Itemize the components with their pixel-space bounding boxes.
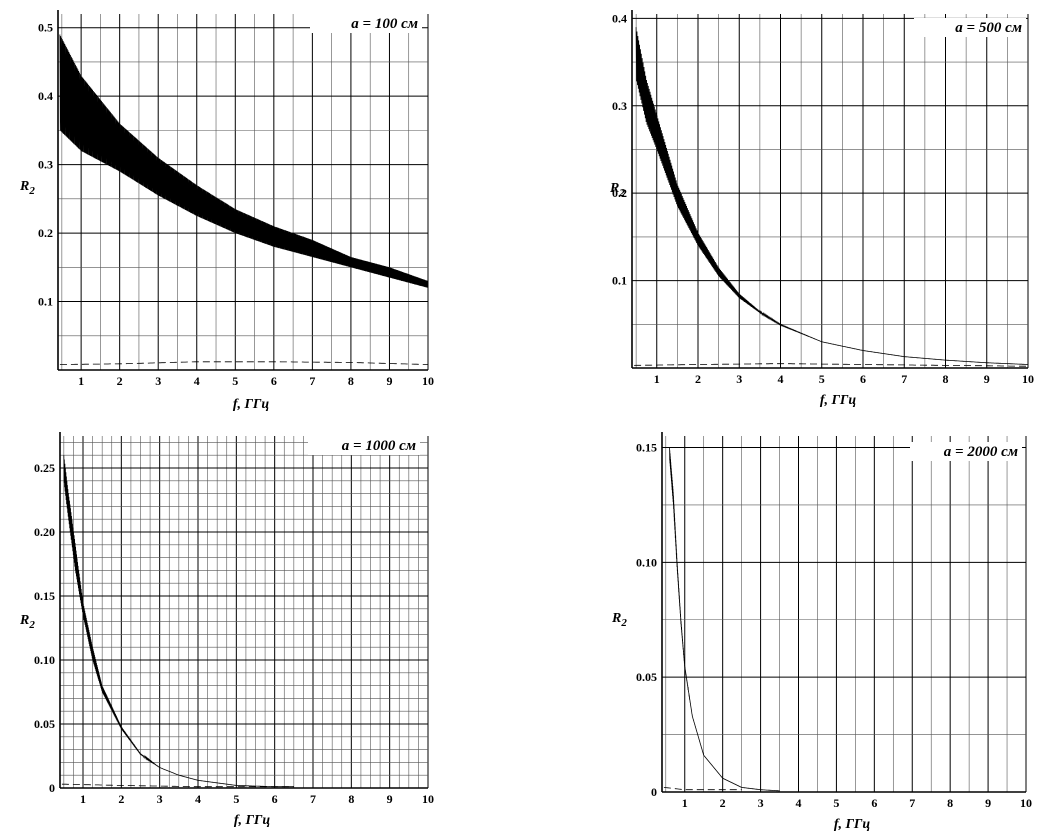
x-tick-label: 5	[233, 792, 239, 806]
series-dashed-line	[634, 363, 1029, 367]
x-tick-label: 9	[387, 792, 393, 806]
x-tick-label: 7	[901, 372, 907, 386]
y-tick-label: 0.20	[34, 525, 55, 539]
series-dashed-line	[61, 783, 294, 788]
y-tick-label: 0.1	[612, 274, 627, 288]
y-tick-label: 0.05	[34, 717, 55, 731]
grid	[632, 14, 1029, 369]
x-axis-label: f, ГГц	[234, 813, 271, 828]
x-axis-label: f, ГГц	[834, 817, 871, 832]
chart-panel-2: 1 2 3 4 5 6 7 8 9 10 0.1 0.2 0.3 0.4 a = 500 см R2 f, ГГ…	[609, 10, 1034, 408]
grid	[60, 436, 429, 789]
y-tick-label: 0.15	[636, 440, 657, 454]
x-tick-label: 3	[736, 372, 742, 386]
x-tick-label: 6	[860, 372, 866, 386]
x-tick-label: 9	[984, 372, 990, 386]
y-tick-label: 0.2	[38, 226, 53, 240]
y-axis-label: R2	[19, 613, 35, 631]
x-tick-label: 7	[310, 792, 316, 806]
y-tick-label: 0.5	[38, 21, 53, 35]
annotation-background	[914, 18, 1026, 37]
x-tick-label: 4	[778, 372, 784, 386]
series-solid-line	[669, 447, 780, 792]
y-tick-label: 0.10	[636, 555, 657, 569]
x-tick-label: 8	[947, 796, 953, 810]
x-tick-label: 5	[819, 372, 825, 386]
x-tick-label: 3	[155, 374, 161, 388]
y-tick-label: 0.4	[612, 11, 627, 25]
y-tick-label: 0.15	[34, 589, 55, 603]
grid	[662, 436, 1027, 793]
y-tick-label: 0	[49, 781, 55, 795]
x-tick-label: 6	[871, 796, 877, 810]
y-tick-label: 0.10	[34, 653, 55, 667]
x-tick-label: 6	[272, 792, 278, 806]
series-dashed-line	[59, 361, 428, 365]
y-tick-label: 0.3	[38, 158, 53, 172]
x-tick-label: 2	[695, 372, 701, 386]
y-tick-label: 0.3	[612, 99, 627, 113]
x-tick-label: 2	[117, 374, 123, 388]
x-tick-label: 10	[1022, 372, 1034, 386]
x-tick-label: 4	[194, 374, 200, 388]
x-tick-label: 3	[157, 792, 163, 806]
x-tick-label: 8	[943, 372, 949, 386]
y-tick-label: 0.25	[34, 461, 55, 475]
x-tick-label: 3	[758, 796, 764, 810]
annotation-label: a = 2000 см	[944, 444, 1018, 460]
x-tick-label: 6	[271, 374, 277, 388]
chart-panel-3: 1 2 3 4 5 6 7 8 9 10 0 0.05 0.10 0.15 0.20 0.25 a = 1000…	[19, 432, 434, 828]
annotation-label: a = 500 см	[955, 20, 1022, 36]
x-tick-label: 8	[348, 792, 354, 806]
y-axis-label: R2	[19, 179, 35, 197]
annotation-label: a = 100 см	[351, 16, 418, 32]
series-dashed-line	[663, 787, 742, 791]
annotation-background	[310, 14, 422, 33]
y-tick-label: 0.1	[38, 295, 53, 309]
x-tick-label: 9	[386, 374, 392, 388]
y-tick-label: 0.4	[38, 89, 53, 103]
annotation-background	[308, 436, 420, 455]
x-axis-label: f, ГГц	[820, 393, 857, 408]
x-tick-label: 9	[985, 796, 991, 810]
x-tick-label: 10	[422, 374, 434, 388]
y-axis-label: R2	[609, 181, 625, 199]
x-tick-label: 2	[118, 792, 124, 806]
x-tick-label: 1	[654, 372, 660, 386]
x-tick-label: 2	[720, 796, 726, 810]
y-axis-label: R2	[611, 611, 627, 629]
x-tick-label: 7	[909, 796, 915, 810]
x-axis-label: f, ГГц	[233, 397, 270, 412]
x-tick-label: 1	[682, 796, 688, 810]
x-tick-label: 8	[348, 374, 354, 388]
x-tick-label: 5	[232, 374, 238, 388]
annotation-background	[910, 442, 1022, 461]
x-tick-label: 4	[195, 792, 201, 806]
x-tick-label: 10	[422, 792, 434, 806]
y-tick-label: 0	[651, 785, 657, 799]
x-tick-label: 10	[1020, 796, 1032, 810]
y-tick-label: 0.2	[612, 186, 627, 200]
x-tick-label: 7	[309, 374, 315, 388]
x-tick-label: 4	[796, 796, 802, 810]
x-tick-label: 1	[80, 792, 86, 806]
series-solid-line	[59, 34, 429, 288]
chart-panel-4: 1 2 3 4 5 6 7 8 9 10 0 0.05 0.10 0.15 a = 2000 см R2 f, …	[611, 432, 1032, 832]
annotation-label: a = 1000 см	[342, 438, 416, 454]
x-tick-label: 1	[78, 374, 84, 388]
grid	[58, 14, 429, 371]
chart-panel-1: 1 2 3 4 5 6 7 8 9 10 0.1 0.2 0.3 0.4 0.5 a = 100 см R2 f,…	[19, 10, 434, 412]
series-solid-line	[635, 27, 1028, 365]
x-tick-label: 5	[833, 796, 839, 810]
series-solid-line	[63, 455, 294, 788]
y-tick-label: 0.05	[636, 670, 657, 684]
